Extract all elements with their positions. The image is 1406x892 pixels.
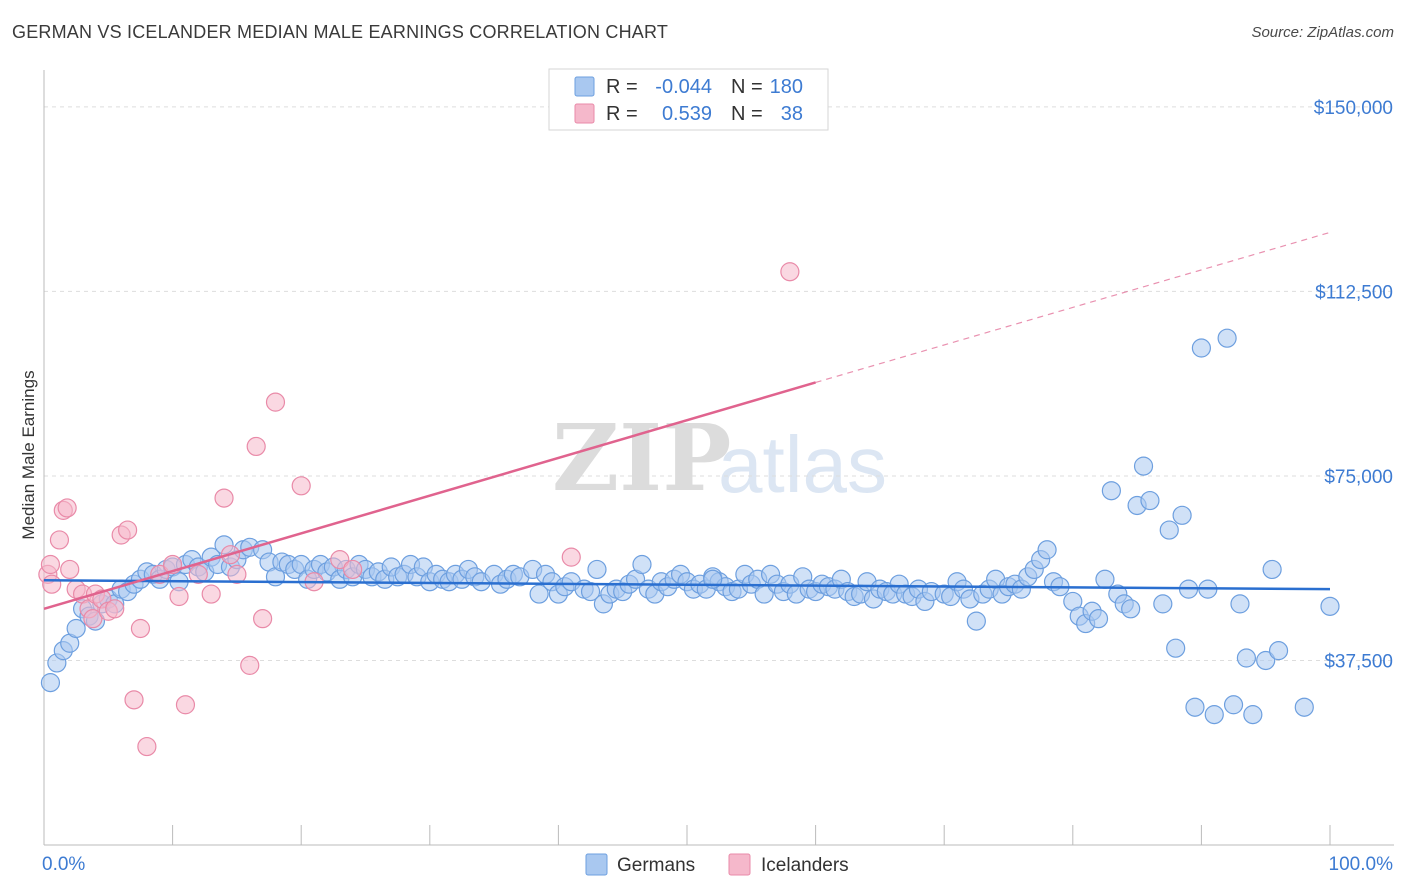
germans-point-157: [1088, 609, 1109, 629]
germans-point-158: [1095, 569, 1115, 589]
germans-point-169: [1172, 505, 1192, 525]
legend-n-label-icelanders: N =: [731, 103, 763, 125]
germans-point-175: [1217, 328, 1237, 348]
germans-series: [40, 328, 1340, 725]
icelanders-point-38: [780, 262, 800, 282]
top-legend: R = -0.044 N = 180 R = 0.539 N = 38: [548, 68, 829, 131]
icelanders-trend-line-extension: [815, 231, 1331, 384]
icelanders-point-28: [227, 564, 247, 584]
icelanders-point-3: [49, 530, 70, 550]
icelanders-point-33: [291, 476, 311, 496]
icelanders-point-26: [214, 488, 234, 508]
icelanders-point-31: [253, 609, 273, 629]
legend-n-value-germans: 180: [770, 76, 803, 98]
germans-point-81: [587, 559, 607, 580]
chart-title: GERMAN VS ICELANDER MEDIAN MALE EARNINGS…: [12, 22, 669, 42]
icelanders-point-10: [83, 609, 103, 629]
icelanders-trend-line: [43, 381, 816, 611]
icelanders-point-36: [343, 559, 363, 580]
germans-point-165: [1140, 490, 1160, 511]
germans-point-172: [1191, 338, 1212, 358]
legend-box: [548, 68, 829, 131]
watermark: ZIP atlas: [552, 404, 887, 512]
germans-point-168: [1166, 638, 1186, 658]
icelanders-point-6: [60, 559, 80, 580]
watermark-atlas: atlas: [718, 420, 887, 509]
germans-point-167: [1159, 520, 1179, 540]
germans-point-182: [1268, 641, 1289, 661]
bottom-legend-swatch-germans: [585, 853, 608, 876]
icelanders-point-19: [137, 736, 157, 757]
y-tick-labels: $37,500 $75,000 $112,500 $150,000: [1314, 98, 1393, 673]
germans-point-180: [1256, 650, 1276, 671]
bottom-legend-label-germans: Germans: [617, 855, 695, 876]
icelanders-point-35: [330, 550, 350, 570]
y-tick-label-1: $75,000: [1324, 467, 1393, 488]
legend-swatch-germans: [574, 76, 595, 97]
legend-r-value-germans: -0.044: [655, 76, 712, 98]
watermark-zip: ZIP: [552, 404, 731, 512]
trend-lines: [43, 231, 1331, 611]
y-tick-label-3: $150,000: [1314, 98, 1393, 119]
legend-swatch-icelanders: [574, 103, 595, 124]
germans-point-177: [1230, 594, 1250, 614]
germans-point-178: [1236, 648, 1257, 668]
icelanders-point-18: [130, 618, 151, 639]
bottom-legend: Germans Icelanders: [585, 853, 849, 876]
germans-point-171: [1185, 697, 1205, 717]
germans-point-150: [1037, 540, 1057, 560]
germans-point-179: [1243, 705, 1263, 725]
legend-r-label-germans: R =: [606, 76, 638, 98]
legend-n-label-germans: N =: [731, 76, 763, 98]
germans-point-184: [1320, 596, 1340, 616]
y-tick-label-2: $112,500: [1315, 282, 1393, 303]
icelanders-point-37: [561, 547, 581, 567]
germans-point-166: [1153, 594, 1173, 614]
germans-point-0: [40, 673, 61, 693]
germans-point-4: [66, 618, 86, 639]
bottom-legend-label-icelanders: Icelanders: [761, 855, 849, 876]
icelanders-point-29: [240, 655, 260, 675]
icelanders-point-14: [105, 599, 125, 619]
germans-point-159: [1101, 481, 1121, 501]
germans-point-176: [1223, 695, 1244, 715]
icelanders-point-16: [117, 520, 138, 540]
icelanders-point-25: [201, 584, 221, 604]
legend-r-value-icelanders: 0.539: [662, 103, 712, 125]
legend-n-value-icelanders: 38: [781, 103, 803, 125]
germans-trend-line: [43, 579, 1331, 591]
germans-point-162: [1121, 599, 1141, 619]
source-label: Source: ZipAtlas.com: [1251, 24, 1394, 41]
y-axis-label: Median Male Earnings: [19, 370, 38, 539]
icelanders-point-30: [246, 436, 266, 457]
x-tick-label-max: 100.0%: [1329, 854, 1394, 875]
x-ticks: [43, 825, 1331, 845]
legend-r-label-icelanders: R =: [606, 103, 638, 125]
icelanders-point-23: [175, 695, 196, 715]
y-tick-label-0: $37,500: [1324, 651, 1393, 672]
germans-point-174: [1204, 705, 1224, 725]
axes: [43, 70, 1394, 846]
germans-point-139: [966, 611, 986, 631]
bottom-legend-swatch-icelanders: [728, 853, 751, 876]
icelanders-point-24: [188, 564, 208, 584]
germans-point-88: [632, 554, 652, 575]
germans-point-73: [529, 584, 549, 604]
x-tick-label-min: 0.0%: [42, 854, 85, 875]
icelanders-point-17: [124, 690, 144, 710]
icelanders-series: [38, 262, 800, 757]
germans-point-183: [1294, 697, 1314, 717]
icelanders-point-22: [169, 586, 189, 607]
icelanders-point-1: [40, 554, 61, 575]
germans-point-181: [1262, 559, 1282, 580]
germans-point-80: [580, 581, 601, 602]
icelanders-point-32: [265, 392, 286, 412]
icelanders-point-5: [57, 498, 77, 518]
germans-point-164: [1133, 456, 1154, 476]
icelanders-point-2: [42, 574, 62, 594]
